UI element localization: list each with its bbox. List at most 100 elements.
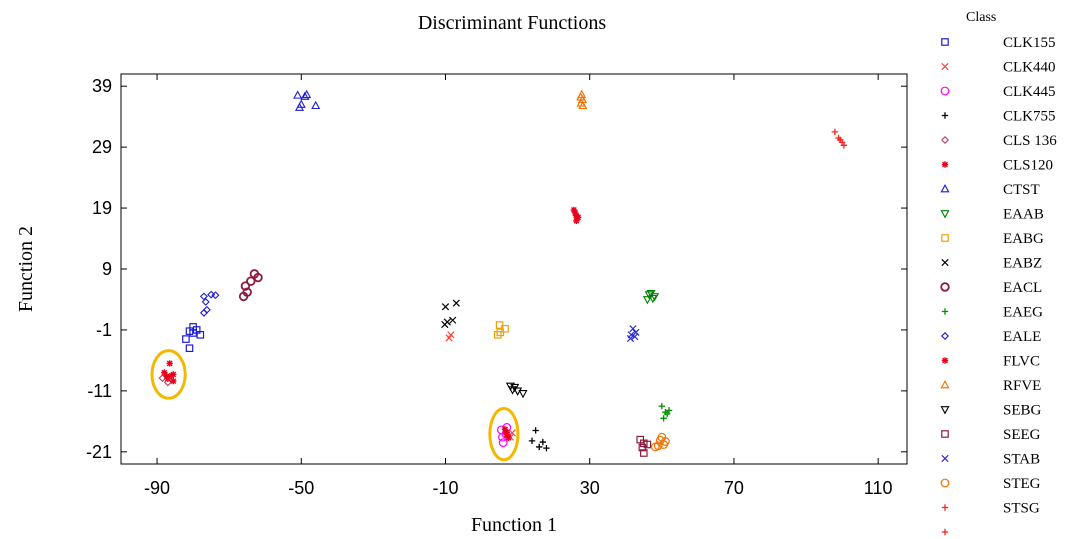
data-point [293, 90, 303, 99]
data-point [202, 305, 211, 314]
data-point [626, 334, 635, 343]
data-point [665, 407, 673, 414]
x-tick-label: -10 [432, 478, 458, 498]
data-point [246, 276, 256, 286]
data-point [185, 327, 194, 335]
legend-label: EABZ [1003, 256, 1042, 272]
legend-label: CLK440 [1003, 60, 1056, 76]
data-point [452, 299, 460, 307]
x-tick-label: 110 [864, 478, 893, 498]
legend-label: CLS120 [1003, 158, 1053, 174]
data-point [166, 360, 173, 367]
y-tick-label: -11 [87, 381, 112, 401]
data-point [161, 369, 168, 376]
data-point [238, 291, 249, 302]
data-point [578, 100, 588, 110]
legend-label: CLK155 [1003, 35, 1056, 51]
highlight-ellipse [488, 407, 520, 462]
legend-marker [941, 112, 949, 119]
data-point [639, 449, 648, 457]
legend-label: EALE [1003, 329, 1041, 345]
data-point [170, 371, 177, 378]
legend-marker [941, 332, 949, 340]
data-point [199, 292, 208, 301]
data-point [572, 209, 579, 217]
y-axis-label: Function 2 [15, 226, 37, 312]
data-point [573, 217, 580, 225]
legend-marker [941, 504, 949, 511]
data-point [185, 344, 194, 353]
legend-label: EABG [1003, 231, 1044, 247]
data-point [498, 438, 508, 448]
data-point [655, 435, 665, 445]
data-point [501, 426, 509, 433]
data-point [496, 328, 505, 337]
legend-marker [941, 357, 949, 364]
x-tick-label: 70 [724, 478, 744, 498]
legend-marker [940, 184, 950, 193]
legend-marker [941, 258, 949, 267]
data-point [642, 296, 652, 305]
legend-marker [940, 282, 950, 292]
legend-marker [941, 430, 949, 438]
legend-marker [940, 380, 950, 389]
legend-label: CLK755 [1003, 109, 1056, 125]
data-point [543, 444, 550, 452]
data-point [502, 429, 510, 436]
legend-label: STEG [1003, 476, 1041, 492]
y-tick-label: -1 [96, 320, 112, 340]
data-point [650, 442, 660, 452]
legend-label: SEEG [1003, 427, 1041, 443]
highlight-ellipse [150, 349, 187, 400]
legend-title: Class [966, 10, 996, 25]
data-point [158, 374, 167, 383]
data-point [536, 443, 543, 451]
legend-marker [941, 234, 949, 242]
data-point [164, 375, 172, 382]
data-point [532, 427, 539, 434]
data-point [840, 142, 848, 149]
legend-label: STAB [1003, 452, 1040, 468]
legend-marker [941, 454, 949, 463]
legend-label: STSG [1003, 501, 1040, 517]
x-tick-label: -90 [144, 478, 170, 498]
legend-label: FLVC [1003, 354, 1040, 370]
data-point [182, 335, 190, 343]
annotations [150, 349, 520, 462]
data-point [650, 293, 660, 302]
data-point [570, 206, 578, 214]
plot-area: -90 -50 -10 30 70 110 39 29 19 9 -1 -11 -21 [86, 73, 908, 498]
x-tick-label: 30 [580, 478, 600, 498]
data-point [664, 410, 671, 418]
data-point [631, 333, 639, 341]
data-point [505, 434, 512, 441]
legend-marker [940, 86, 950, 96]
y-tick-label: 9 [102, 259, 112, 279]
data-point [302, 89, 312, 99]
data-point [170, 377, 177, 385]
y-tick-label: -21 [86, 442, 112, 462]
data-point [449, 316, 457, 324]
data-point [528, 437, 536, 445]
legend-marker [941, 136, 949, 144]
data-point [508, 386, 518, 395]
data-point [445, 334, 453, 342]
data-point [253, 272, 263, 283]
chart-title: Discriminant Functions [418, 12, 607, 34]
data-point [638, 443, 647, 452]
data-point [831, 128, 839, 136]
x-axis-label: Function 1 [471, 514, 557, 536]
y-tick-label: 29 [92, 137, 112, 157]
data-point [240, 281, 251, 291]
legend-marker [940, 406, 950, 415]
legend-marker [941, 528, 949, 536]
legend-label: SEBG [1003, 403, 1042, 419]
legend-marker [941, 161, 949, 168]
data-point [196, 331, 205, 339]
plot-frame [120, 73, 908, 465]
legend-label: CLK445 [1003, 84, 1056, 100]
data-point [441, 320, 449, 329]
legend-label: CLS 136 [1003, 133, 1057, 149]
legend-label: EAEG [1003, 305, 1043, 321]
